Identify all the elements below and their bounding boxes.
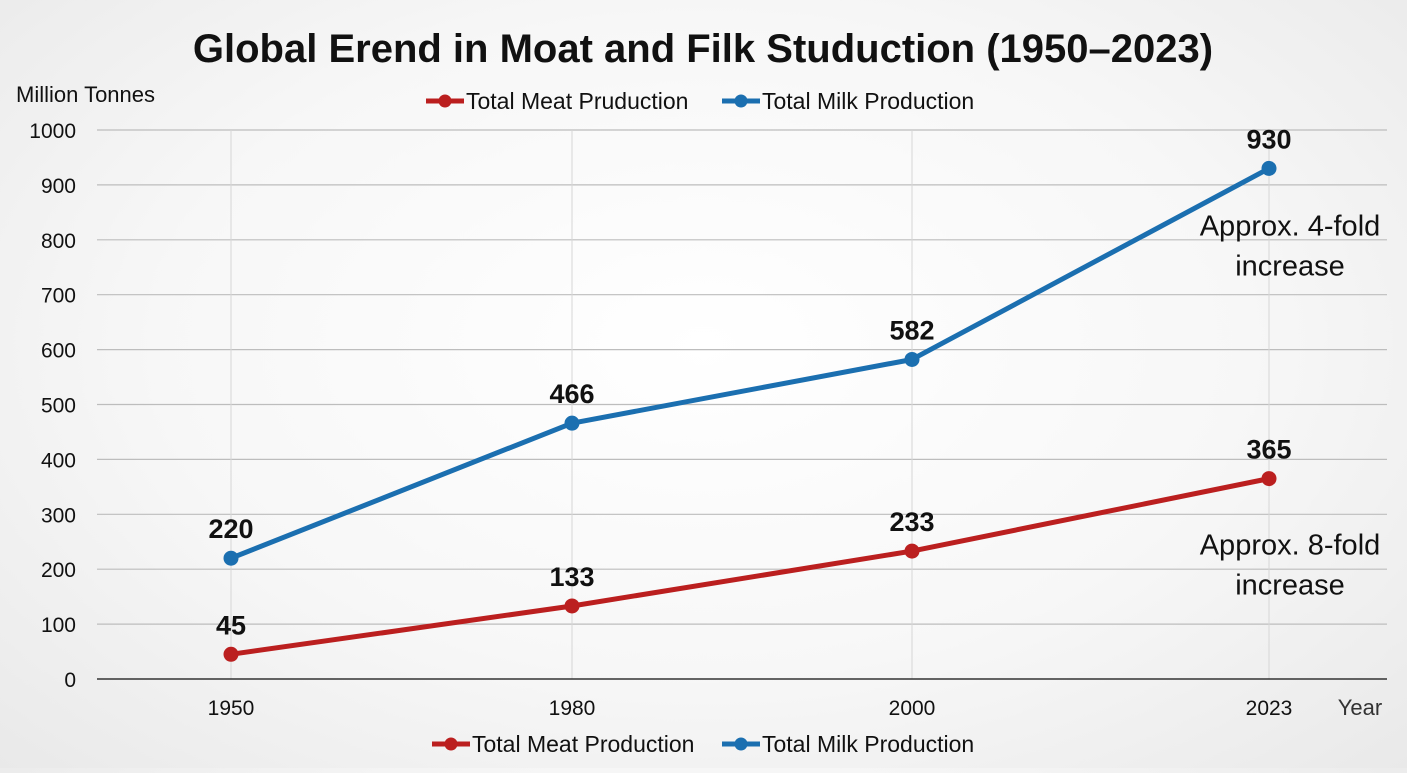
y-tick-label: 700 — [41, 285, 76, 308]
y-tick-label: 500 — [41, 395, 76, 418]
legend-top: Total Meat Pruduction Total Milk Producti… — [426, 88, 974, 114]
grid-lines — [97, 129, 1387, 679]
y-tick-label: 200 — [41, 559, 76, 582]
legend-label: Total Meat Pruduction — [466, 88, 688, 114]
legend-swatch-marker — [438, 94, 452, 108]
data-label-meat: 133 — [549, 562, 594, 592]
data-label-meat: 365 — [1246, 435, 1291, 465]
data-label-milk: 466 — [549, 379, 594, 409]
data-point-milk — [904, 351, 920, 367]
y-tick-label: 600 — [41, 340, 76, 363]
legend-label: Total Milk Production — [762, 731, 974, 757]
series-line-meat — [228, 476, 1272, 657]
y-axis-label: Million Tonnes — [16, 82, 155, 107]
y-tick-label: 1000 — [29, 120, 76, 143]
data-point-milk — [223, 550, 239, 566]
data-label-meat: 233 — [889, 507, 934, 537]
annotation-text: Approx. 8-fold — [1200, 530, 1381, 562]
data-label-meat: 45 — [216, 610, 246, 640]
legend-swatch-marker — [734, 737, 748, 751]
legend-label: Total Meat Production — [472, 731, 694, 757]
legend-bottom: Total Meat Production Total Milk Producti… — [432, 731, 974, 757]
data-point-milk — [1261, 160, 1277, 176]
axes: 0 100 200 300 400 500 600 700 800 900 1000 1950 1980… — [29, 120, 1387, 720]
x-tick-label: 1980 — [549, 697, 596, 720]
data-label-milk: 220 — [208, 514, 253, 544]
data-point-milk — [564, 415, 580, 431]
x-tick-label: 2000 — [889, 697, 936, 720]
y-tick-label: 100 — [41, 614, 76, 637]
data-point-meat — [1261, 471, 1277, 487]
series-line-milk — [228, 165, 1272, 561]
data-point-meat — [904, 543, 920, 559]
data-point-meat — [564, 598, 580, 614]
annotation-text: increase — [1235, 250, 1345, 282]
legend-swatch-marker — [444, 737, 458, 751]
x-axis-label: Year — [1338, 695, 1382, 720]
y-tick-label: 800 — [41, 230, 76, 253]
legend-label: Total Milk Production — [762, 88, 974, 114]
y-tick-label: 0 — [64, 669, 76, 692]
legend-swatch-marker — [734, 94, 748, 108]
annotation-text: increase — [1235, 570, 1345, 602]
x-tick-label: 2023 — [1246, 697, 1293, 720]
data-label-milk: 930 — [1246, 124, 1291, 154]
series-lines — [223, 160, 1277, 662]
data-labels: 45 133 233 365 220 466 582 930 Approx. 4-fold inc… — [208, 124, 1380, 640]
y-tick-label: 300 — [41, 504, 76, 527]
annotation-text: Approx. 4-fold — [1200, 210, 1381, 242]
y-tick-label: 400 — [41, 449, 76, 472]
chart-title: Global Erend in Moat and Filk Studuction… — [193, 27, 1213, 71]
y-tick-label: 900 — [41, 175, 76, 198]
data-label-milk: 582 — [889, 315, 934, 345]
data-point-meat — [223, 646, 239, 662]
x-tick-label: 1950 — [208, 697, 255, 720]
